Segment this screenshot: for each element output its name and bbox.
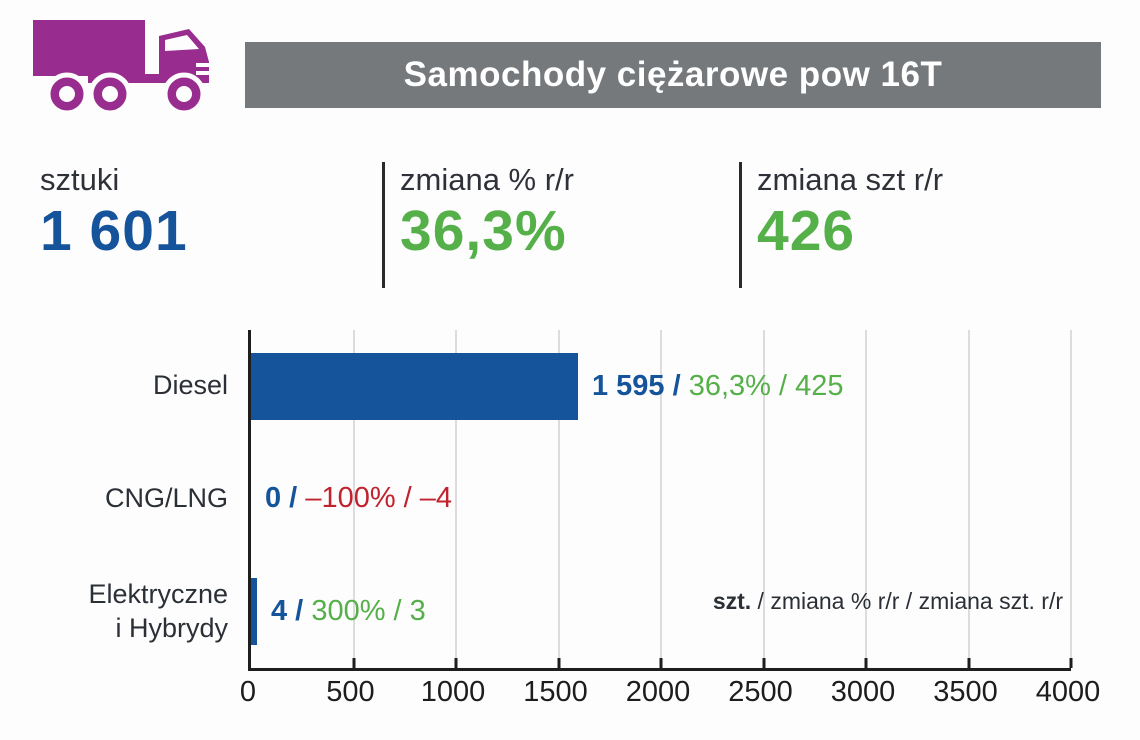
gridline	[865, 330, 867, 668]
bar-row: 1 595 / 36,3% / 425	[251, 330, 1071, 443]
gridline	[455, 330, 457, 668]
axis-tick	[1069, 658, 1073, 668]
gridline	[762, 330, 765, 668]
axis-tick	[454, 658, 458, 668]
bar-row: 4 / 300% / 3	[251, 555, 1071, 668]
category-label: Elektryczne i Hybrydy	[88, 578, 228, 643]
stat-divider	[739, 162, 742, 288]
x-tick-label: 2000	[625, 676, 691, 708]
gridline	[1070, 330, 1072, 668]
bar-value-label: 0 / –100% / –4	[265, 482, 453, 515]
x-tick-label: 1500	[523, 676, 588, 708]
category-label: Diesel	[152, 370, 228, 401]
chart-legend: szt. / zmiana % r/r / zmiana szt. r/r	[713, 588, 1063, 615]
stat-divider	[382, 162, 385, 288]
plot-area: szt. / zmiana % r/r / zmiana szt. r/r 1 …	[248, 330, 1073, 671]
x-tick-label: 0	[239, 676, 257, 708]
stat-value: 36,3%	[400, 199, 567, 263]
stat-label: zmiana % r/r	[400, 162, 574, 197]
gridline	[967, 330, 970, 668]
bar-value-label: 4 / 300% / 3	[271, 595, 426, 628]
x-tick-label: 1000	[420, 676, 486, 708]
axis-tick	[557, 658, 560, 668]
x-tick-label: 3500	[933, 676, 998, 708]
axis-tick	[659, 658, 663, 668]
axis-tick	[352, 658, 355, 668]
legend-bold-part: szt.	[712, 588, 752, 614]
stat-total-units: sztuki 1 601	[40, 162, 188, 262]
gridline	[660, 330, 662, 668]
legend-rest-part: / zmiana % r/r / zmiana szt. r/r	[751, 588, 1063, 614]
category-labels: Diesel CNG/LNG Elektryczne i Hybrydy	[0, 330, 228, 668]
stat-label: zmiana szt r/r	[757, 162, 944, 197]
stat-value: 426	[757, 199, 856, 263]
x-tick-label: 3000	[830, 676, 896, 708]
x-tick-label: 4000	[1035, 676, 1101, 708]
page-title: Samochody ciężarowe pow 16T	[403, 55, 943, 94]
bar-value-label: 1 595 / 36,3% / 425	[591, 369, 844, 402]
gridline	[352, 330, 355, 668]
axis-tick	[864, 658, 868, 668]
truck-icon	[28, 6, 224, 118]
stat-label: sztuki	[40, 162, 120, 197]
axis-tick	[762, 658, 765, 668]
bar-row: 0 / –100% / –4	[251, 443, 1071, 556]
stat-change-percent: zmiana % r/r 36,3%	[400, 162, 574, 262]
x-tick-label: 2500	[728, 676, 793, 708]
title-banner: Samochody ciężarowe pow 16T	[245, 42, 1101, 108]
category-label: CNG/LNG	[104, 483, 228, 514]
x-tick-label: 500	[326, 676, 375, 708]
stat-change-units: zmiana szt r/r 426	[757, 162, 943, 262]
bar	[251, 578, 257, 646]
stat-value: 1 601	[40, 199, 188, 263]
x-axis-labels: 0 500 1000 1500 2000 2500 3000 3500 4000	[240, 676, 1100, 710]
axis-tick	[967, 658, 970, 668]
bar	[251, 352, 578, 420]
gridline	[557, 330, 560, 668]
